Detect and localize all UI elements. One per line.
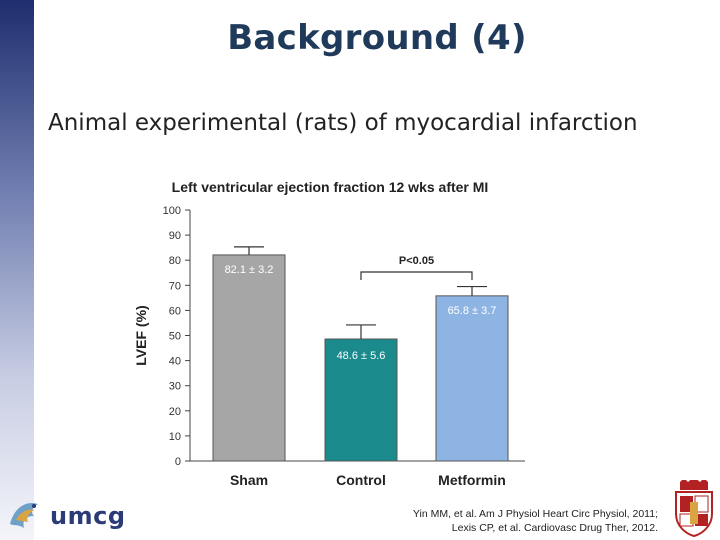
bar-metformin [435,295,509,462]
data-label: 65.8 ± 3.7 [448,305,497,317]
y-tick-label: 40 [169,356,181,368]
data-label: 48.6 ± 5.6 [337,350,386,362]
y-tick-label: 0 [175,456,181,468]
slide-subtitle: Animal experimental (rats) of myocardial… [48,110,638,136]
citation-line-1: Yin MM, et al. Am J Physiol Heart Circ P… [412,508,658,520]
y-tick-label: 30 [169,381,181,393]
significance-bracket [360,271,473,280]
umcg-logo: umcg [4,494,134,536]
chart-svg: Left ventricular ejection fraction 12 wk… [133,179,525,488]
y-tick-label: 100 [163,205,181,217]
slide-title: Background (4) [227,18,527,58]
citation: Yin MM, et al. Am J Physiol Heart Circ P… [413,507,658,535]
umcg-dragon-logo-icon [10,502,38,528]
x-tick-label: Control [336,472,386,488]
lvef-bar-chart: Left ventricular ejection fraction 12 wk… [120,168,550,498]
y-tick-label: 50 [169,331,181,343]
bar-sham [212,254,286,462]
y-tick-label: 80 [169,255,181,267]
significance-label: P<0.05 [399,255,434,267]
chart-title: Left ventricular ejection fraction 12 wk… [172,179,489,195]
x-tick-label: Sham [230,472,268,488]
y-tick-label: 60 [169,305,181,317]
y-tick-label: 10 [169,431,181,443]
data-label: 82.1 ± 3.2 [225,264,274,276]
y-axis-label: LVEF (%) [133,305,149,365]
x-tick-label: Metformin [438,472,506,488]
umcg-logo-text: umcg [50,502,126,530]
y-tick-label: 70 [169,280,181,292]
y-tick-label: 20 [169,406,181,418]
side-gradient-bar [0,0,34,540]
y-tick-label: 90 [169,230,181,242]
bar-control [324,338,398,462]
university-groningen-crest-icon [675,480,713,538]
citation-line-2: Lexis CP, et al. Cardiovasc Drug Ther, 2… [451,522,658,534]
